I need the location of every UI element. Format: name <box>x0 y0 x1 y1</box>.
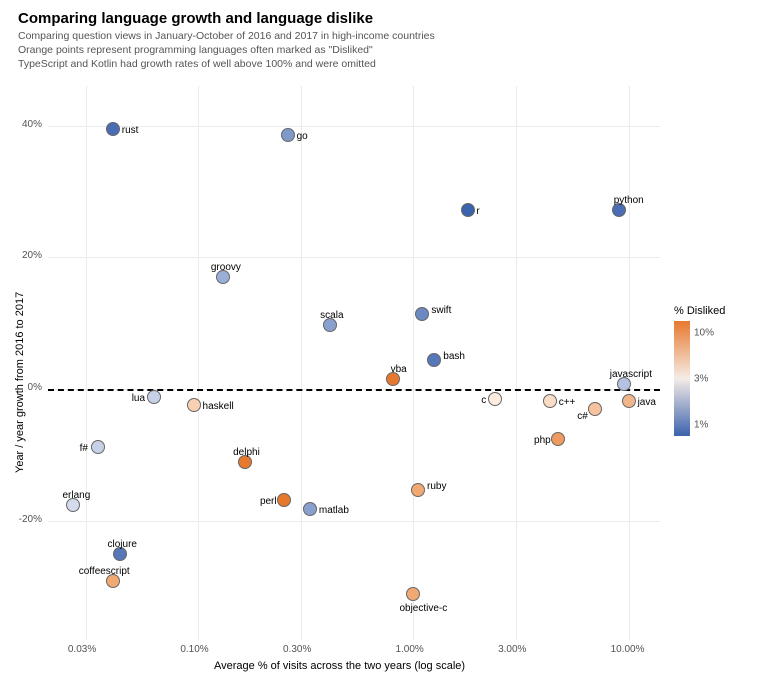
chart-container: Comparing language growth and language d… <box>0 0 768 683</box>
scatter-point <box>411 483 425 497</box>
scatter-point <box>281 128 295 142</box>
chart-title: Comparing language growth and language d… <box>18 10 373 27</box>
scatter-point-label: php <box>534 435 551 446</box>
x-axis-title: Average % of visits across the two years… <box>214 660 465 672</box>
scatter-point-label: matlab <box>319 505 349 516</box>
y-axis-title: Year / year growth from 2016 to 2017 <box>14 292 26 473</box>
chart-subtitle-line: Orange points represent programming lang… <box>18 44 373 56</box>
scatter-point-label: go <box>297 131 308 142</box>
legend-title: % Disliked <box>674 305 725 317</box>
scatter-point <box>551 432 565 446</box>
gridline-vertical <box>516 86 517 640</box>
scatter-point-label: c <box>481 395 486 406</box>
scatter-point-label: perl <box>260 496 277 507</box>
scatter-point-label: scala <box>320 310 343 321</box>
scatter-point-label: groovy <box>211 262 241 273</box>
scatter-point-label: coffeescript <box>79 566 130 577</box>
y-tick-label: -20% <box>8 514 42 525</box>
gridline-horizontal <box>48 257 660 258</box>
plot-area <box>48 86 660 640</box>
scatter-point <box>303 502 317 516</box>
gridline-vertical <box>86 86 87 640</box>
scatter-point-label: haskell <box>203 401 234 412</box>
color-legend: % Disliked 10%3%1% <box>674 305 725 436</box>
gridline-horizontal <box>48 126 660 127</box>
scatter-point-label: swift <box>431 305 451 316</box>
x-tick-label: 10.00% <box>611 644 645 655</box>
legend-tick-label: 10% <box>694 327 714 338</box>
scatter-point <box>91 440 105 454</box>
scatter-point-label: f# <box>80 443 88 454</box>
x-tick-label: 1.00% <box>395 644 423 655</box>
scatter-point-label: r <box>476 206 479 217</box>
scatter-point <box>427 353 441 367</box>
x-tick-label: 0.10% <box>180 644 208 655</box>
scatter-point <box>106 122 120 136</box>
scatter-point-label: c# <box>577 411 588 422</box>
scatter-point <box>147 390 161 404</box>
scatter-point-label: python <box>614 195 644 206</box>
legend-tick-label: 1% <box>694 419 708 430</box>
scatter-point <box>406 587 420 601</box>
scatter-point-label: javascript <box>610 369 652 380</box>
gridline-vertical <box>413 86 414 640</box>
scatter-point <box>461 203 475 217</box>
chart-subtitle-line: Comparing question views in January-Octo… <box>18 30 435 42</box>
legend-gradient-bar: 10%3%1% <box>674 321 690 436</box>
scatter-point <box>488 392 502 406</box>
scatter-point <box>277 493 291 507</box>
scatter-point <box>415 307 429 321</box>
x-tick-label: 3.00% <box>498 644 526 655</box>
scatter-point <box>622 394 636 408</box>
x-tick-label: 0.30% <box>283 644 311 655</box>
zero-reference-line <box>48 389 660 391</box>
scatter-point-label: java <box>638 397 656 408</box>
legend-tick-label: 3% <box>694 373 708 384</box>
scatter-point-label: rust <box>122 125 139 136</box>
scatter-point-label: ruby <box>427 481 446 492</box>
y-tick-label: 40% <box>8 119 42 130</box>
chart-subtitle-line: TypeScript and Kotlin had growth rates o… <box>18 58 376 70</box>
scatter-point <box>187 398 201 412</box>
scatter-point-label: objective-c <box>399 603 447 614</box>
scatter-point-label: lua <box>132 393 145 404</box>
scatter-point-label: vba <box>391 364 407 375</box>
scatter-point <box>588 402 602 416</box>
scatter-point-label: bash <box>443 351 465 362</box>
scatter-point-label: delphi <box>233 447 260 458</box>
gridline-horizontal <box>48 521 660 522</box>
gridline-vertical <box>198 86 199 640</box>
x-tick-label: 0.03% <box>68 644 96 655</box>
scatter-point-label: c++ <box>559 397 576 408</box>
scatter-point <box>543 394 557 408</box>
scatter-point-label: clojure <box>108 539 137 550</box>
gridline-vertical <box>301 86 302 640</box>
scatter-point-label: erlang <box>63 490 91 501</box>
y-tick-label: 20% <box>8 250 42 261</box>
gridline-vertical <box>629 86 630 640</box>
